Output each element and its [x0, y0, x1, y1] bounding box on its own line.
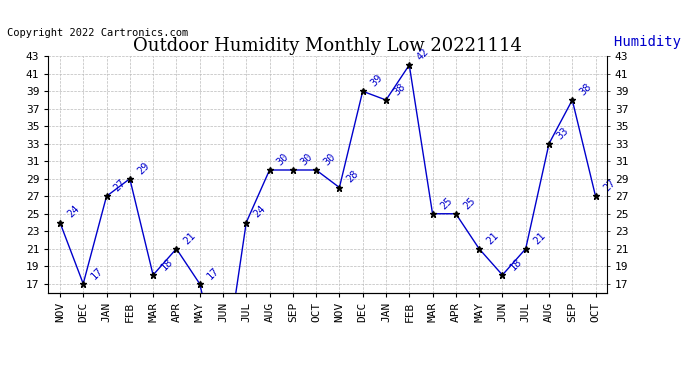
Text: 6: 6: [0, 374, 1, 375]
Text: 24: 24: [66, 204, 81, 220]
Text: 21: 21: [531, 230, 547, 246]
Text: 29: 29: [135, 160, 151, 176]
Text: 38: 38: [578, 81, 593, 97]
Text: 28: 28: [345, 169, 361, 185]
Text: 18: 18: [508, 256, 524, 272]
Text: 30: 30: [298, 151, 314, 167]
Text: 18: 18: [159, 256, 175, 272]
Title: Outdoor Humidity Monthly Low 20221114: Outdoor Humidity Monthly Low 20221114: [133, 37, 522, 55]
Text: 17: 17: [205, 265, 221, 281]
Text: 38: 38: [391, 81, 407, 97]
Text: 21: 21: [484, 230, 500, 246]
Text: 42: 42: [415, 46, 431, 62]
Text: 30: 30: [322, 151, 337, 167]
Text: 25: 25: [462, 195, 477, 211]
Text: 27: 27: [601, 177, 617, 194]
Text: 17: 17: [89, 265, 105, 281]
Text: 27: 27: [112, 177, 128, 194]
Text: 39: 39: [368, 72, 384, 88]
Text: 21: 21: [182, 230, 198, 246]
Text: 33: 33: [555, 125, 571, 141]
Text: 24: 24: [252, 204, 268, 220]
Text: Copyright 2022 Cartronics.com: Copyright 2022 Cartronics.com: [7, 27, 188, 38]
Text: 30: 30: [275, 151, 291, 167]
Text: Humidity  (%): Humidity (%): [614, 35, 690, 49]
Text: 25: 25: [438, 195, 454, 211]
